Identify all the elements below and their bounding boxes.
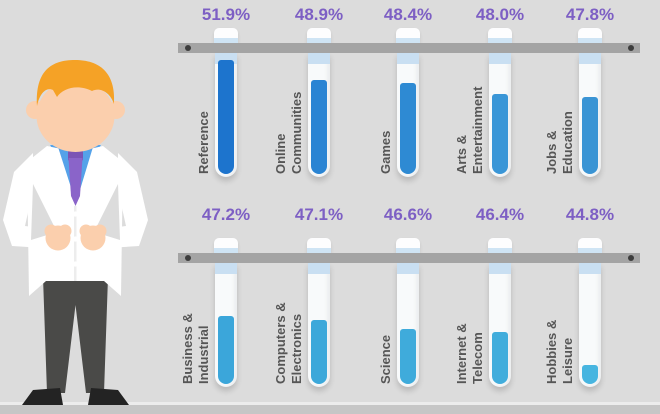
percent-label: 46.4% <box>475 205 525 224</box>
category-label: Online Communities <box>273 91 304 174</box>
scientist-right-shoe <box>88 388 129 405</box>
tube-glass-band <box>579 263 601 274</box>
percent-label: 47.1% <box>294 205 344 224</box>
scientist-left-hand <box>45 225 71 251</box>
test-tube <box>215 53 237 177</box>
category-label: Reference <box>196 111 211 174</box>
rack-bar-top-row <box>178 43 640 53</box>
category-label: Business & Industrial <box>180 313 211 384</box>
scientist-left-arm <box>3 153 60 249</box>
category-label: Science <box>378 334 393 384</box>
test-tube-cap <box>307 238 331 254</box>
test-tube <box>397 263 419 387</box>
percent-label: 51.9% <box>201 5 251 24</box>
tube-glass-band <box>215 263 237 274</box>
floor-strip <box>0 405 660 414</box>
category-label: Jobs & Education <box>544 111 575 174</box>
tube-liquid <box>400 329 416 384</box>
category-label: Hobbies & Leisure <box>544 319 575 384</box>
tube-glass-band <box>489 53 511 64</box>
scientist-hair <box>36 60 115 106</box>
tube-glass-band <box>308 53 330 64</box>
scientist-pants <box>43 277 108 393</box>
coat-button <box>72 236 78 242</box>
percent-label: 48.0% <box>475 5 525 24</box>
tube-glass-band <box>489 263 511 274</box>
rack-screw-icon <box>185 45 191 51</box>
category-label: Games <box>378 130 393 174</box>
percent-label: 44.8% <box>565 205 615 224</box>
test-tube-cap <box>488 238 512 254</box>
tube-glass-band <box>397 53 419 64</box>
percent-label: 47.8% <box>565 5 615 24</box>
scientist-right-arm <box>91 153 148 249</box>
coat-button <box>72 211 78 217</box>
test-tube-cap <box>396 28 420 44</box>
scientist-illustration <box>3 60 148 405</box>
coat-button <box>72 261 78 267</box>
tube-glass-band <box>397 263 419 274</box>
test-tube-cap <box>396 238 420 254</box>
percent-label: 48.4% <box>383 5 433 24</box>
percent-label: 48.9% <box>294 5 344 24</box>
scientist-left-shoe <box>22 388 63 405</box>
tube-liquid <box>311 320 327 384</box>
floor-highlight-line <box>0 402 660 405</box>
test-tube <box>308 53 330 177</box>
tube-liquid <box>311 80 327 174</box>
tube-liquid <box>218 60 234 174</box>
scientist-tie2 <box>68 158 83 206</box>
test-tube-cap <box>307 28 331 44</box>
scientist-right-hand <box>80 225 106 251</box>
percent-label: 47.2% <box>201 205 251 224</box>
test-tube-cap <box>578 28 602 44</box>
test-tube <box>215 263 237 387</box>
rack-bar-bottom-row <box>178 253 640 263</box>
test-tube <box>489 53 511 177</box>
tube-glass-band <box>579 53 601 64</box>
test-tube <box>397 53 419 177</box>
tube-liquid <box>582 365 598 384</box>
test-tube <box>579 263 601 387</box>
test-tube-cap <box>488 28 512 44</box>
test-tube-cap <box>214 28 238 44</box>
tube-glass-band <box>215 53 237 64</box>
test-tube-cap <box>578 238 602 254</box>
rack-screw-icon <box>628 255 634 261</box>
category-label: Arts & Entertainment <box>454 86 485 174</box>
category-label: Computers & Electronics <box>273 302 304 384</box>
scientist-head <box>36 80 115 152</box>
percent-label: 46.6% <box>383 205 433 224</box>
tube-liquid <box>492 94 508 174</box>
rack-screw-icon <box>628 45 634 51</box>
tube-liquid <box>492 332 508 384</box>
tube-liquid <box>582 97 598 174</box>
tube-liquid <box>400 83 416 174</box>
coat-seam <box>74 206 77 281</box>
test-tube <box>579 53 601 177</box>
test-tube <box>308 263 330 387</box>
test-tube-cap <box>214 238 238 254</box>
tube-liquid <box>218 316 234 384</box>
test-tube <box>489 263 511 387</box>
rack-screw-icon <box>185 255 191 261</box>
category-label: Internet & Telecom <box>454 323 485 384</box>
tube-glass-band <box>308 263 330 274</box>
